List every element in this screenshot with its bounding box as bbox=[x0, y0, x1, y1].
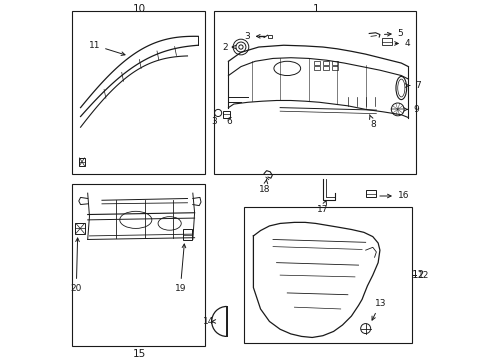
Bar bbox=[79, 158, 85, 166]
Text: 6: 6 bbox=[225, 117, 231, 126]
Bar bbox=[331, 66, 338, 70]
Bar bbox=[331, 60, 338, 65]
Text: 7: 7 bbox=[405, 81, 421, 90]
Bar bbox=[214, 12, 415, 174]
Bar bbox=[72, 12, 205, 174]
Text: 3: 3 bbox=[211, 117, 217, 126]
Text: 15: 15 bbox=[132, 348, 146, 359]
Text: 12: 12 bbox=[411, 270, 424, 280]
Text: 13: 13 bbox=[371, 299, 386, 320]
Bar bbox=[223, 111, 229, 118]
Text: 5: 5 bbox=[384, 29, 403, 38]
Bar bbox=[365, 190, 376, 197]
Text: 10: 10 bbox=[133, 4, 145, 14]
Bar bbox=[72, 184, 205, 346]
Text: 19: 19 bbox=[174, 244, 186, 293]
Text: 9: 9 bbox=[403, 105, 419, 114]
Bar bbox=[244, 207, 411, 343]
Bar bbox=[322, 60, 328, 65]
Text: 4: 4 bbox=[394, 39, 409, 48]
Text: 12: 12 bbox=[418, 271, 429, 280]
Text: 3: 3 bbox=[244, 32, 260, 41]
Bar bbox=[183, 229, 191, 240]
Bar bbox=[322, 66, 328, 70]
Text: 1: 1 bbox=[312, 4, 319, 14]
Text: 20: 20 bbox=[70, 238, 82, 293]
Bar bbox=[267, 35, 271, 38]
Bar bbox=[313, 60, 320, 65]
Text: 18: 18 bbox=[259, 179, 270, 194]
Text: 2: 2 bbox=[223, 42, 235, 51]
Bar bbox=[75, 223, 85, 234]
Text: 8: 8 bbox=[369, 115, 376, 129]
Text: 14: 14 bbox=[202, 317, 215, 326]
Text: 11: 11 bbox=[88, 41, 125, 55]
Text: 17: 17 bbox=[317, 201, 328, 213]
Bar bbox=[313, 66, 320, 70]
Text: 16: 16 bbox=[379, 192, 408, 201]
Bar bbox=[381, 39, 391, 45]
